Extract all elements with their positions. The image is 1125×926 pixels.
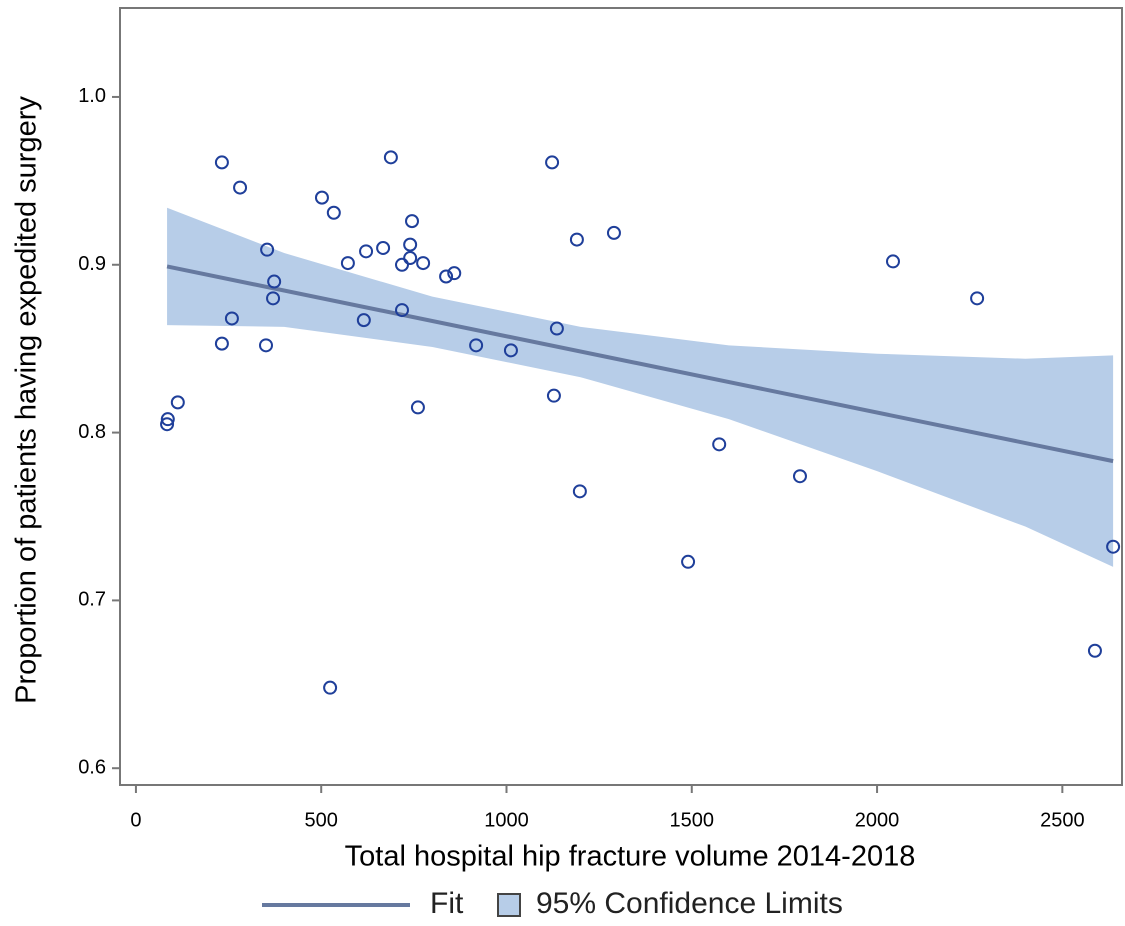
data-point bbox=[394, 257, 409, 272]
data-point bbox=[970, 291, 985, 306]
data-point bbox=[549, 321, 564, 336]
data-point bbox=[224, 311, 239, 326]
data-point bbox=[546, 388, 561, 403]
data-point bbox=[503, 343, 518, 358]
data-point bbox=[359, 244, 374, 259]
x-tick-label: 2000 bbox=[855, 809, 900, 831]
data-point bbox=[410, 400, 425, 415]
confidence-band bbox=[167, 207, 1114, 567]
data-point bbox=[712, 437, 727, 452]
data-point bbox=[160, 412, 175, 427]
x-axis-title: Total hospital hip fracture volume 2014-… bbox=[345, 841, 916, 873]
data-point bbox=[260, 242, 275, 257]
data-point bbox=[792, 469, 807, 484]
data-point bbox=[170, 395, 185, 410]
data-point bbox=[447, 266, 462, 281]
y-tick-label: 1.0 bbox=[78, 85, 106, 107]
x-tick-label: 0 bbox=[130, 809, 141, 831]
data-point bbox=[681, 554, 696, 569]
y-tick-label: 0.8 bbox=[78, 421, 106, 443]
y-tick-label: 0.7 bbox=[78, 589, 106, 611]
data-point bbox=[1087, 643, 1102, 658]
data-point bbox=[606, 225, 621, 240]
x-tick-label: 1500 bbox=[670, 809, 715, 831]
data-point bbox=[267, 274, 282, 289]
legend-fit-label: Fit bbox=[430, 887, 464, 920]
data-point bbox=[403, 237, 418, 252]
data-point bbox=[1106, 539, 1121, 554]
y-tick-label: 0.9 bbox=[78, 253, 106, 275]
data-point bbox=[314, 190, 329, 205]
data-point bbox=[340, 256, 355, 271]
data-point bbox=[383, 150, 398, 165]
legend-band-swatch bbox=[497, 893, 521, 917]
data-point bbox=[572, 484, 587, 499]
y-axis-title: Proportion of patients having expedited … bbox=[11, 96, 43, 704]
data-point bbox=[233, 180, 248, 195]
y-tick-label: 0.6 bbox=[78, 756, 106, 778]
data-point bbox=[214, 336, 229, 351]
data-point bbox=[160, 417, 175, 432]
data-point bbox=[394, 303, 409, 318]
data-point bbox=[569, 232, 584, 247]
x-tick-label: 2500 bbox=[1040, 809, 1085, 831]
data-point bbox=[266, 291, 281, 306]
x-tick-label: 1000 bbox=[484, 809, 529, 831]
data-point bbox=[376, 240, 391, 255]
data-point bbox=[214, 155, 229, 170]
data-point bbox=[545, 155, 560, 170]
data-point bbox=[323, 680, 338, 695]
data-point bbox=[326, 205, 341, 220]
plot-frame bbox=[119, 7, 1123, 786]
fit-line bbox=[166, 264, 1114, 464]
x-tick-label: 500 bbox=[305, 809, 338, 831]
data-point bbox=[885, 254, 900, 269]
data-point bbox=[469, 338, 484, 353]
data-point bbox=[403, 251, 418, 266]
data-point bbox=[356, 313, 371, 328]
data-point bbox=[416, 256, 431, 271]
data-point bbox=[259, 338, 274, 353]
data-point bbox=[439, 269, 454, 284]
data-point bbox=[405, 214, 420, 229]
legend-band-label: 95% Confidence Limits bbox=[536, 887, 843, 920]
